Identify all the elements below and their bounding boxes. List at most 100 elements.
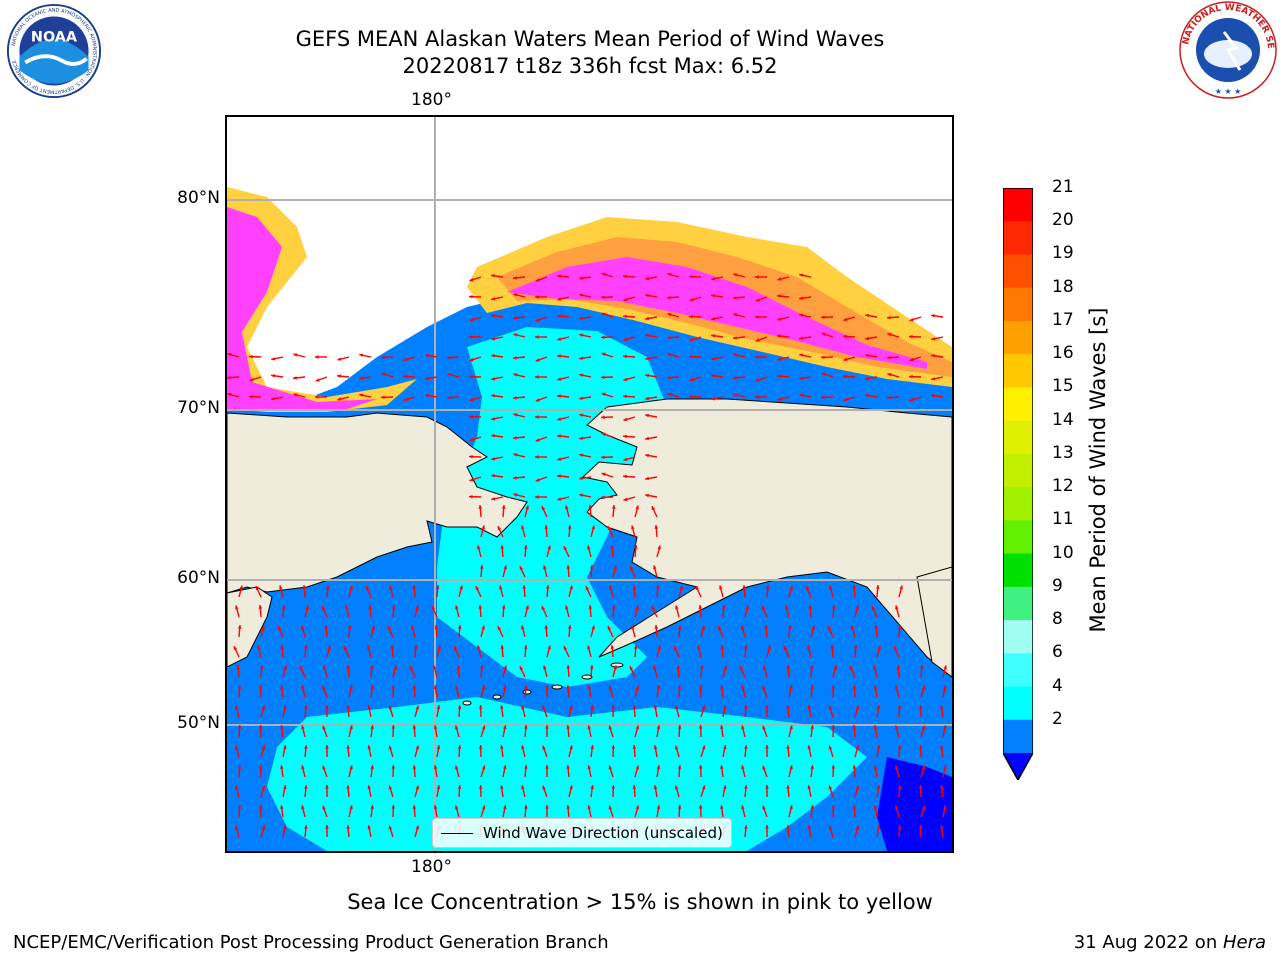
wind-wave-arrowhead [767, 645, 771, 650]
wind-wave-arrowhead [301, 725, 305, 730]
wind-wave-arrowhead [633, 645, 638, 649]
lon-label-top: 180° [411, 90, 452, 110]
wind-wave-arrowhead [608, 765, 613, 770]
wind-wave-arrowhead [711, 356, 716, 361]
wind-wave-arrowhead [601, 295, 605, 300]
wind-wave-arrowhead [821, 395, 825, 400]
wind-wave-arrowhead [653, 705, 658, 710]
wind-wave-arrowhead [674, 745, 679, 750]
wind-wave-arrowhead [623, 497, 628, 502]
wind-wave-arrowhead [293, 393, 298, 397]
wind-wave-arrowhead [943, 665, 947, 670]
colorbar-tick-label: 16 [1052, 343, 1074, 364]
wind-wave-arrowhead [701, 705, 706, 710]
wind-wave-arrowhead [237, 685, 242, 689]
wind-wave-arrowhead [931, 314, 935, 318]
wind-wave-arrowhead [865, 336, 870, 341]
wind-wave-arrowhead [689, 337, 694, 342]
wind-wave-arrowhead [874, 625, 879, 629]
wind-wave-arrowhead [513, 333, 518, 337]
wind-wave-arrowhead [481, 725, 486, 730]
wind-wave-arrowhead [409, 666, 414, 671]
wind-wave-arrowhead [249, 377, 254, 382]
wind-wave-arrowhead [403, 374, 407, 379]
wind-wave-arrowhead [645, 293, 650, 298]
wind-wave-arrowhead [698, 685, 703, 689]
wind-wave-arrowhead [454, 725, 459, 730]
wind-wave-arrowhead [433, 765, 438, 770]
wind-wave-arrowhead [763, 665, 767, 670]
wind-wave-arrowhead [799, 296, 803, 300]
wind-wave-arrowhead [830, 645, 835, 649]
wind-wave-arrowhead [623, 394, 627, 399]
wind-wave-arrowhead [566, 685, 570, 689]
wind-wave-arrowhead [500, 745, 504, 749]
wind-wave-arrowhead [919, 665, 924, 669]
wind-wave-arrowhead [513, 396, 517, 400]
wind-wave-arrowhead [566, 665, 571, 669]
wind-wave-arrowhead [513, 413, 518, 417]
wind-wave-arrowhead [557, 354, 561, 358]
wind-wave-arrowhead [544, 625, 549, 629]
wind-wave-arrowhead [519, 666, 524, 671]
wind-wave-arrowhead [346, 785, 350, 789]
wind-wave-arrowhead [535, 495, 539, 499]
wind-wave-arrowhead [501, 605, 506, 609]
legend-label: Wind Wave Direction (unscaled) [483, 824, 723, 842]
wind-wave-arrowhead [579, 356, 583, 360]
wind-wave-arrowhead [829, 585, 833, 590]
wind-wave-arrowhead [645, 476, 650, 481]
wind-wave-arrowhead [491, 354, 495, 358]
aleutian-islands [462, 662, 624, 706]
wind-wave-arrowhead [579, 413, 584, 418]
wind-wave-arrowhead [645, 436, 650, 441]
wind-wave-arrowhead [322, 765, 326, 770]
wind-wave-arrowhead [607, 526, 612, 531]
wind-wave-arrowhead [667, 295, 671, 300]
colorbar-segment [1003, 553, 1033, 588]
wind-wave-arrowhead [807, 745, 812, 750]
wind-wave-arrowhead [689, 314, 693, 319]
colorbar-label: Mean Period of Wind Waves [s] [1086, 307, 1110, 633]
wind-wave-arrowhead [799, 336, 803, 340]
wind-wave-arrowhead [653, 785, 658, 790]
wind-wave-arrowhead [631, 625, 635, 630]
wind-wave-arrowhead [281, 605, 286, 609]
wind-wave-arrowhead [304, 825, 308, 829]
wind-wave-arrowhead [689, 274, 693, 279]
wind-wave-arrowhead [282, 705, 287, 710]
wind-wave-arrowhead [359, 376, 363, 380]
wind-wave-arrowhead [677, 805, 682, 809]
wind-wave-arrowhead [799, 376, 803, 380]
wind-wave-arrowhead [271, 356, 276, 361]
wind-wave-arrowhead [579, 436, 583, 440]
wind-wave-arrowhead [667, 312, 672, 317]
wind-wave-arrowhead [831, 805, 836, 809]
wind-wave-arrowhead [799, 273, 804, 278]
wind-wave-arrowhead [523, 645, 528, 649]
wind-wave-arrowhead [513, 293, 518, 297]
wind-wave-arrowhead [689, 297, 694, 302]
wind-wave-arrowhead [733, 353, 738, 357]
wind-wave-arrowhead [657, 545, 661, 550]
wind-wave-arrowhead [535, 278, 540, 282]
wind-wave-arrowhead [567, 525, 572, 529]
wind-wave-arrowhead [918, 705, 923, 709]
colorbar-segment [1003, 686, 1033, 721]
wind-wave-arrowhead [261, 745, 266, 750]
wind-wave-arrowhead [499, 585, 503, 590]
noaa-logo-text: NOAA [31, 29, 78, 45]
wind-wave-arrowhead [255, 586, 260, 591]
wind-wave-arrowhead [940, 745, 944, 749]
wind-wave-arrowhead [425, 376, 430, 381]
wind-wave-arrowhead [258, 725, 263, 729]
wind-wave-arrowhead [346, 825, 350, 829]
wind-wave-arrowhead [733, 376, 737, 380]
wind-wave-arrowhead [721, 605, 726, 609]
wind-wave-arrowhead [623, 457, 628, 462]
wind-wave-arrowhead [433, 685, 438, 690]
wind-wave-arrowhead [843, 397, 848, 402]
wind-wave-arrowhead [415, 745, 420, 750]
wind-wave-arrowhead [545, 585, 550, 589]
colorbar-segment [1003, 487, 1033, 521]
